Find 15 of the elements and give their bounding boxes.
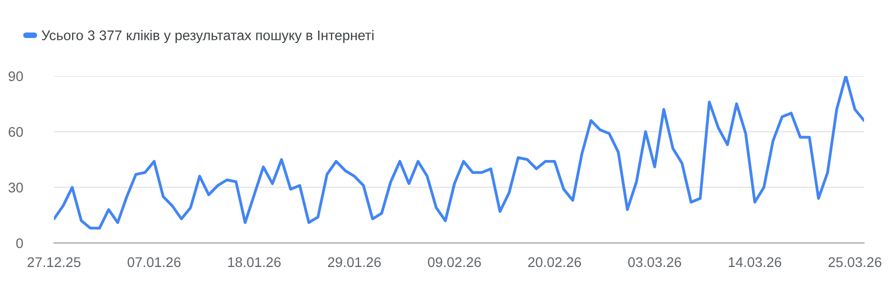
- y-tick-label: 0: [16, 238, 23, 248]
- y-tick-label: 30: [8, 182, 23, 193]
- x-tick-label: 27.12.25: [28, 257, 80, 268]
- x-tick-label: 14.03.26: [728, 257, 782, 268]
- y-tick-label: 90: [8, 71, 23, 82]
- x-tick-label: 03.03.26: [628, 257, 682, 268]
- x-tick-label: 09.02.26: [428, 257, 481, 268]
- legend-label: Усього 3 377 кліків у результатах пошуку в Інтернеті: [42, 30, 374, 43]
- y-tick-label: 60: [8, 127, 23, 137]
- x-tick-label: 07.01.26: [128, 257, 181, 268]
- line-series: [54, 76, 864, 230]
- x-tick-label: 18.01.26: [228, 257, 281, 268]
- x-tick-label: 20.02.26: [528, 257, 581, 268]
- x-tick-label: 25.03.26: [828, 257, 882, 268]
- x-tick-label: 29.01.26: [328, 257, 381, 268]
